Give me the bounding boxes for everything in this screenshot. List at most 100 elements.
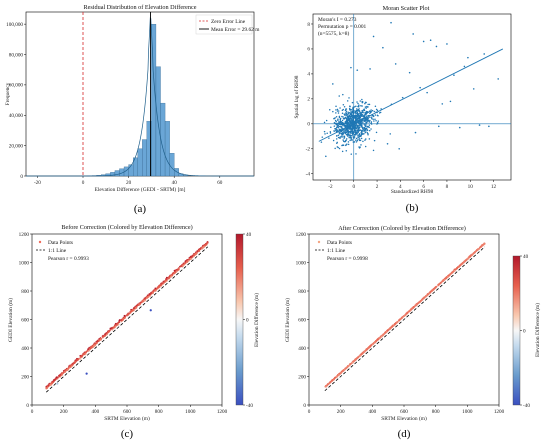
panel-b-point [336, 135, 338, 137]
panel-b-caption: (b) [406, 202, 419, 214]
panel-d-point [412, 306, 415, 309]
panel-b-point [353, 106, 356, 108]
panel-b-point [373, 110, 376, 113]
panel-b-point [346, 122, 349, 124]
panel-b-point [349, 135, 351, 137]
panel-b-point [347, 111, 349, 114]
panel-c-colorbar-tick-label: -40 [246, 403, 253, 409]
panel-a-legend-zero: Zero Error Line [211, 19, 246, 25]
panel-b-point [346, 119, 349, 121]
panel-b-point [325, 155, 327, 158]
panel-a-xtick-label: 20 [126, 180, 132, 186]
panel-b-point [344, 122, 347, 124]
panel-a-bar [137, 148, 143, 177]
panel-d-point [351, 361, 354, 364]
panel-d-point [361, 352, 364, 355]
panel-b-point [346, 113, 348, 116]
panel-b-point [483, 53, 486, 55]
panel-b-point [338, 115, 341, 118]
panel-d-point [439, 281, 442, 284]
panel-c-point [55, 376, 58, 379]
panel-d-point [456, 266, 458, 269]
panel-b-point [358, 110, 360, 112]
panel-b-point [337, 119, 339, 122]
panel-d-colorbar-ticks: 40 0 -40 [520, 254, 530, 409]
panel-b-point [350, 114, 353, 116]
panel-c-point [131, 309, 134, 312]
panel-c-legend-line: 1:1 Line [48, 248, 67, 254]
panel-d-point [378, 337, 381, 340]
panel-b-point [419, 86, 421, 89]
panel-b-point [373, 120, 375, 122]
panel-b-point [356, 131, 359, 133]
panel-b-point [342, 116, 344, 118]
panel-b-point [351, 139, 353, 141]
panel-b-point [372, 149, 375, 152]
panel-c-point [161, 282, 164, 285]
panel-b-point [350, 66, 352, 69]
panel-b-point [362, 140, 364, 143]
panel-b-point [458, 126, 461, 129]
panel-c-xtick-label: 1200 [217, 409, 228, 415]
panel-b-point [336, 108, 339, 111]
panel-a-ytick-label: 0 [20, 174, 23, 180]
panel-d-point [483, 242, 486, 245]
panel-c-point [149, 309, 152, 312]
panel-b-point [356, 108, 358, 110]
panel-d-ytick-label: 400 [298, 346, 306, 352]
panel-b-point [370, 116, 373, 119]
panel-d-point [453, 269, 456, 272]
panel-b-point [359, 113, 361, 115]
panel-b-point [350, 132, 352, 134]
panel-b-point [348, 97, 350, 99]
panel-b-point [362, 110, 364, 112]
panel-d-point [359, 354, 362, 357]
panel-c-point [61, 373, 64, 376]
panel-b-point [351, 132, 354, 135]
panel-c-point [203, 245, 206, 248]
panel-b-point [364, 128, 367, 131]
panel-b-point [356, 124, 358, 127]
panel-b-point [335, 116, 338, 118]
panel-b-point [377, 120, 380, 122]
panel-c-point [162, 280, 165, 283]
panel-b-point [374, 118, 376, 120]
panel-c-point [51, 381, 53, 384]
panel-a-bar [169, 153, 175, 177]
panel-b-point [453, 74, 455, 76]
panel-b-point [347, 129, 349, 132]
panel-a-legend-mean: Mean Error = 29.62 m [211, 27, 260, 33]
panel-b-point [478, 124, 481, 126]
panel-b-point [339, 121, 342, 124]
panel-b-point [345, 114, 347, 116]
panel-b-point [332, 110, 334, 113]
panel-b-points [320, 21, 499, 158]
panel-c-point [184, 261, 187, 264]
panel-c-point [149, 292, 152, 295]
panel-a-xtick-label: 0 [82, 180, 85, 186]
panel-b-axes-frame [312, 13, 512, 181]
panel-b-point [412, 33, 414, 35]
panel-a-kde-curve [26, 17, 254, 177]
panel-b-point [340, 126, 343, 128]
panel-c-ytick-label: 1200 [19, 232, 30, 238]
panel-b-point [369, 119, 371, 122]
panel-b-point [357, 136, 359, 139]
panel-b-point [341, 133, 343, 135]
panel-d-xtick-label: 1200 [494, 409, 505, 415]
panel-b-point [369, 110, 371, 112]
panel-a-bars [87, 23, 189, 177]
panel-b-point [349, 121, 351, 123]
panel-c-point [105, 332, 108, 334]
panel-c-point [114, 325, 117, 328]
panel-c-point [91, 345, 94, 348]
panel-b-point [372, 35, 375, 38]
panel-b-point [371, 117, 373, 120]
panel-d-point [448, 274, 451, 276]
panel-b-point [326, 132, 328, 134]
panel-c-point [152, 291, 154, 294]
panel-b-point [356, 101, 358, 103]
panel-b-point [333, 117, 335, 120]
panel-b-point [350, 118, 353, 120]
panel-b-point [358, 112, 360, 115]
